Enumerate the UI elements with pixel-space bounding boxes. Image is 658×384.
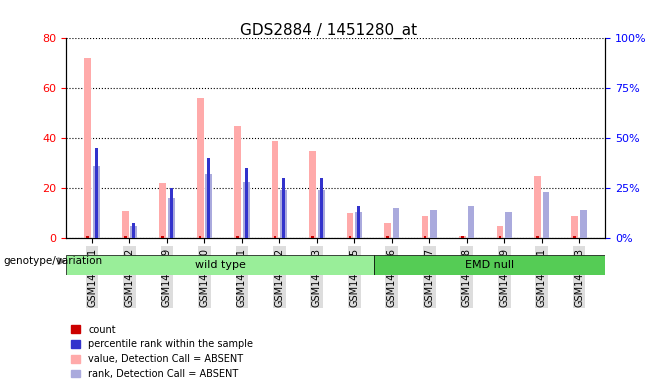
Bar <box>393 208 399 238</box>
Bar <box>161 235 164 238</box>
Bar <box>130 226 137 238</box>
Bar <box>245 168 247 238</box>
Bar <box>122 210 128 238</box>
Bar <box>124 235 126 238</box>
Bar <box>543 192 549 238</box>
Bar <box>282 178 285 238</box>
Bar <box>132 223 135 238</box>
Bar <box>424 235 426 238</box>
Bar <box>205 174 212 238</box>
Bar <box>84 58 91 238</box>
Bar <box>357 206 360 238</box>
Text: EMD null: EMD null <box>465 260 515 270</box>
Bar <box>95 148 97 238</box>
Text: wild type: wild type <box>195 260 245 270</box>
Bar <box>536 235 539 238</box>
Bar <box>159 183 166 238</box>
Bar <box>320 178 322 238</box>
FancyBboxPatch shape <box>374 255 605 275</box>
Bar <box>468 206 474 238</box>
Bar <box>309 151 316 238</box>
Bar <box>86 235 89 238</box>
Bar <box>93 166 100 238</box>
Bar <box>497 226 503 238</box>
Bar <box>534 176 541 238</box>
Bar <box>386 235 389 238</box>
Bar <box>280 190 287 238</box>
Legend: count, percentile rank within the sample, value, Detection Call = ABSENT, rank, : count, percentile rank within the sample… <box>70 324 253 379</box>
Bar <box>430 210 437 238</box>
Bar <box>168 198 174 238</box>
Bar <box>272 141 278 238</box>
Bar <box>499 235 501 238</box>
Bar <box>318 190 324 238</box>
FancyBboxPatch shape <box>66 255 374 275</box>
Text: GDS2884 / 1451280_at: GDS2884 / 1451280_at <box>240 23 418 39</box>
Bar <box>347 213 353 238</box>
Bar <box>170 188 172 238</box>
Bar <box>311 235 314 238</box>
Bar <box>574 235 576 238</box>
Bar <box>459 235 466 238</box>
Bar <box>422 216 428 238</box>
Bar <box>236 235 239 238</box>
Bar <box>571 216 578 238</box>
Bar <box>207 158 210 238</box>
Bar <box>234 126 241 238</box>
Bar <box>580 210 587 238</box>
Bar <box>199 235 201 238</box>
Bar <box>243 182 249 238</box>
Bar <box>349 235 351 238</box>
Bar <box>355 212 362 238</box>
Bar <box>505 212 512 238</box>
Bar <box>197 98 203 238</box>
Bar <box>461 235 464 238</box>
Bar <box>274 235 276 238</box>
Text: genotype/variation: genotype/variation <box>3 256 103 266</box>
Bar <box>384 223 391 238</box>
